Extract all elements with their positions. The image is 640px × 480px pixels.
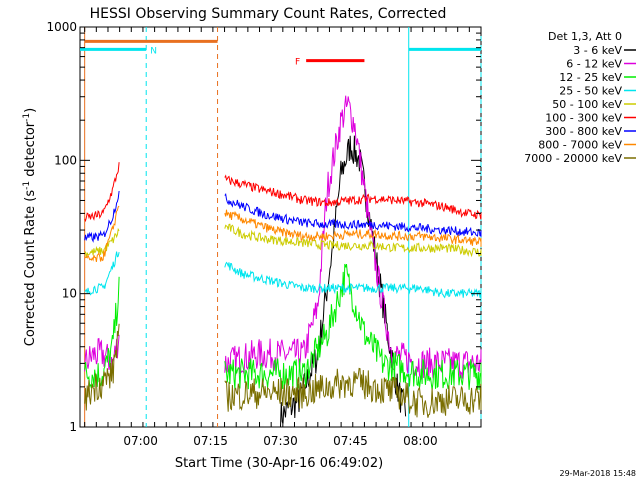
legend-label: 7000 - 20000 keV: [524, 152, 622, 165]
legend-title: Det 1,3, Att 0: [548, 30, 622, 43]
x-axis-label: Start Time (30-Apr-16 06:49:02): [175, 456, 383, 471]
y-axis-label-part: Corrected Count Rate (s: [23, 190, 38, 347]
y-tick-label: 1000: [46, 20, 77, 34]
y-axis-label-exponent: -1: [22, 181, 32, 190]
shading-bars: NF: [80, 39, 481, 68]
legend-label: 100 - 300 keV: [545, 112, 622, 125]
series-line: [84, 251, 482, 299]
y-tick-label: 10: [62, 287, 77, 301]
y-axis-label-part: detector: [23, 121, 38, 181]
legend-label: 800 - 7000 keV: [538, 139, 622, 152]
y-axis-label-exponent: -1: [22, 113, 32, 122]
series-line: [84, 95, 482, 380]
x-tick-label: 08:00: [403, 434, 438, 448]
y-tick-label: 1: [69, 420, 77, 434]
interval-label: N: [150, 46, 157, 56]
series-line: [84, 263, 482, 390]
series-line: [84, 190, 482, 243]
footer-timestamp: 29-Mar-2018 15:48: [560, 469, 637, 478]
series-line: [84, 205, 482, 262]
x-tick-label: 07:15: [193, 434, 228, 448]
x-axis-ticks: 07:00 07:15 07:30 07:45 08:00: [84, 27, 482, 448]
x-tick-label: 07:45: [333, 434, 368, 448]
interval-label: F: [295, 58, 300, 68]
y-tick-label: 100: [54, 153, 77, 167]
series-lines: [84, 95, 482, 428]
x-tick-label: 07:30: [263, 434, 298, 448]
y-axis-label: Corrected Count Rate (s-1 detector-1): [22, 108, 38, 346]
series-line: [84, 162, 482, 223]
legend-label: 3 - 6 keV: [573, 44, 622, 57]
legend-label: 25 - 50 keV: [559, 85, 622, 98]
series-line: [84, 323, 482, 418]
chart-title: HESSI Observing Summary Count Rates, Cor…: [90, 6, 447, 22]
y-axis-label-part: ): [23, 108, 38, 113]
series-line: [84, 223, 482, 258]
legend-label: 6 - 12 keV: [566, 58, 622, 71]
y-axis-ticks: 1 10 100 1000: [46, 20, 481, 434]
x-tick-label: 07:00: [123, 434, 158, 448]
legend-label: 12 - 25 keV: [559, 71, 622, 84]
legend-label: 300 - 800 keV: [545, 125, 622, 138]
legend-label: 50 - 100 keV: [552, 98, 622, 111]
